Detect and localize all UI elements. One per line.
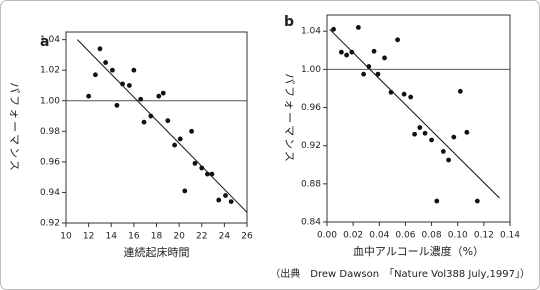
x-tick-label: 16 — [128, 232, 140, 242]
x-tick-label: 22 — [196, 232, 207, 242]
data-point — [388, 89, 394, 95]
data-point — [434, 198, 440, 204]
data-point — [440, 149, 446, 154]
data-point — [338, 49, 344, 55]
x-tick-label: 24 — [219, 232, 231, 242]
trend-line — [76, 39, 248, 213]
x-tick-label: 0.08 — [422, 231, 442, 241]
y-tick-label: 0.88 — [301, 179, 321, 189]
data-point — [474, 198, 480, 204]
y-tick-label: 0.92 — [40, 219, 60, 229]
data-point — [228, 199, 234, 205]
y-tick-label: 0.84 — [301, 218, 321, 228]
data-point — [93, 72, 98, 78]
data-point — [189, 128, 194, 134]
x-tick-label: 20 — [173, 232, 185, 242]
y-tick-label: 1.02 — [40, 66, 60, 76]
panel-label: a — [40, 34, 49, 50]
plot-area — [326, 14, 511, 223]
x-tick-label: 0.12 — [474, 231, 494, 241]
data-point — [126, 83, 132, 88]
data-point — [156, 93, 162, 99]
y-axis-label: パフォーマンス — [283, 73, 296, 164]
data-point — [138, 96, 144, 102]
data-point — [464, 129, 470, 135]
data-point — [349, 49, 355, 55]
data-point — [216, 197, 222, 203]
source-note: （出典 Drew Dawson 「Nature Vol388 July,1997… — [270, 267, 530, 280]
panel-label: b — [284, 14, 294, 30]
data-point — [446, 157, 451, 163]
x-tick-label: 12 — [83, 232, 94, 242]
data-point — [375, 71, 381, 77]
data-point — [355, 25, 361, 30]
y-tick-label: 1.00 — [40, 96, 60, 106]
data-point — [422, 130, 428, 136]
data-point — [114, 102, 120, 108]
x-tick-label: 0.04 — [369, 231, 389, 241]
x-tick-label: 14 — [106, 232, 118, 242]
y-tick-label: 0.92 — [301, 141, 321, 151]
y-axis-label: パフォーマンス — [8, 82, 21, 173]
data-point — [120, 81, 125, 87]
y-tick-label: 0.98 — [40, 127, 60, 137]
data-point — [361, 71, 366, 77]
data-point — [366, 64, 372, 69]
data-point — [205, 171, 210, 177]
data-point — [86, 93, 92, 99]
y-tick-label: 1.04 — [301, 27, 321, 37]
x-tick-label: 0.06 — [395, 231, 415, 241]
data-point — [408, 94, 414, 100]
y-tick-label: 1.04 — [40, 35, 60, 45]
data-point — [371, 48, 377, 54]
data-point — [331, 26, 336, 32]
x-axis-label: 血中アルコール濃度（%） — [353, 244, 484, 258]
trend-line — [329, 28, 500, 199]
data-point — [344, 52, 350, 58]
data-point — [160, 90, 166, 96]
data-point — [182, 188, 188, 194]
x-axis-label: 連続起床時間 — [124, 245, 190, 259]
data-point — [131, 67, 137, 73]
data-point — [395, 37, 400, 43]
data-point — [417, 125, 423, 130]
data-point — [177, 136, 183, 142]
data-point — [382, 55, 387, 61]
data-point — [429, 137, 434, 143]
x-tick-label: 26 — [241, 232, 253, 242]
data-point — [97, 46, 103, 52]
data-point — [401, 91, 407, 97]
data-point — [223, 193, 228, 198]
data-point — [457, 88, 463, 94]
data-point — [192, 161, 198, 166]
data-point — [412, 131, 417, 137]
data-point — [199, 165, 205, 171]
x-tick-label: 0.10 — [448, 231, 468, 241]
x-tick-label: 0.02 — [343, 231, 363, 241]
x-tick-label: 10 — [60, 232, 72, 242]
y-tick-label: 0.94 — [40, 188, 60, 198]
data-point — [451, 134, 457, 140]
data-point — [165, 118, 171, 124]
x-tick-label: 0.14 — [500, 231, 520, 241]
data-point — [109, 67, 115, 73]
data-point — [141, 119, 147, 125]
y-tick-label: 0.96 — [40, 157, 60, 167]
x-tick-label: 0.00 — [317, 231, 337, 241]
x-tick-label: 18 — [151, 232, 163, 242]
data-point — [209, 171, 215, 177]
plot-area — [65, 31, 248, 224]
y-tick-label: 0.96 — [301, 103, 321, 113]
data-point — [172, 142, 178, 148]
data-point — [148, 113, 154, 119]
y-tick-label: 1.00 — [301, 65, 321, 75]
data-point — [103, 60, 108, 65]
